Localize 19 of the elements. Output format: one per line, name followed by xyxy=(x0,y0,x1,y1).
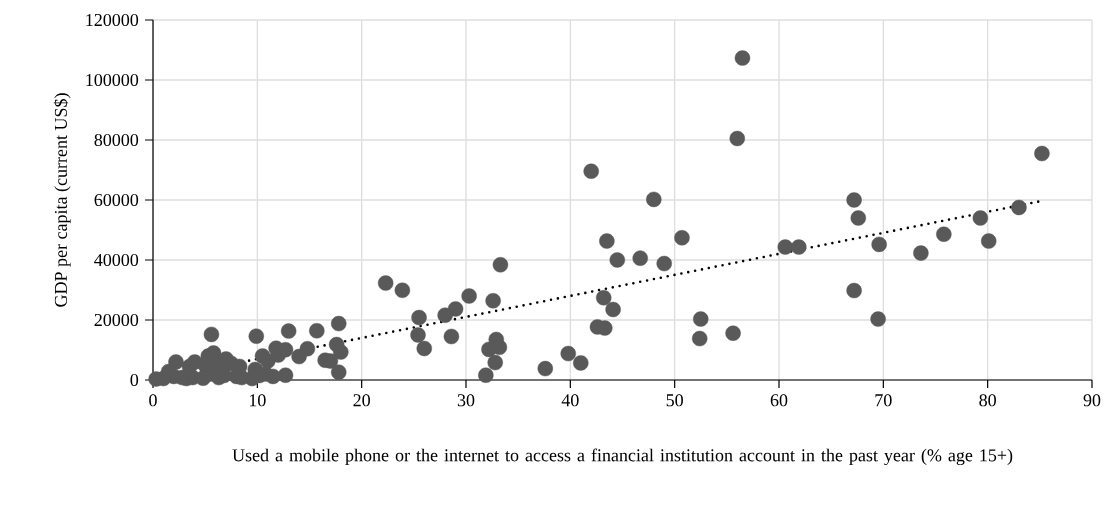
y-tick-label: 40000 xyxy=(94,253,139,267)
x-tick-label: 60 xyxy=(770,394,788,407)
x-tick-label: 20 xyxy=(353,394,370,407)
x-tick-label: 90 xyxy=(1083,394,1101,407)
x-tick-label: 0 xyxy=(149,394,157,407)
x-tick-label: 80 xyxy=(979,394,996,407)
y-tick-label: 80000 xyxy=(94,133,139,147)
y-tick-label: 20000 xyxy=(94,313,139,327)
y-tick-label: 120000 xyxy=(86,13,139,27)
x-axis-title: Used a mobile phone or the internet to access a financial institution account in the past year (% age 15+) xyxy=(232,448,1013,466)
x-tick-label: 70 xyxy=(875,394,892,407)
x-tick-label: 50 xyxy=(666,394,683,407)
x-tick-label: 40 xyxy=(561,394,579,407)
y-tick-label: 0 xyxy=(130,373,139,387)
x-tick-label: 30 xyxy=(457,394,475,407)
y-tick-label: 60000 xyxy=(94,193,139,207)
x-tick-label: 10 xyxy=(249,394,266,407)
y-axis-title: GDP per capita (current US$) xyxy=(53,93,71,307)
y-tick-label: 100000 xyxy=(86,73,139,87)
